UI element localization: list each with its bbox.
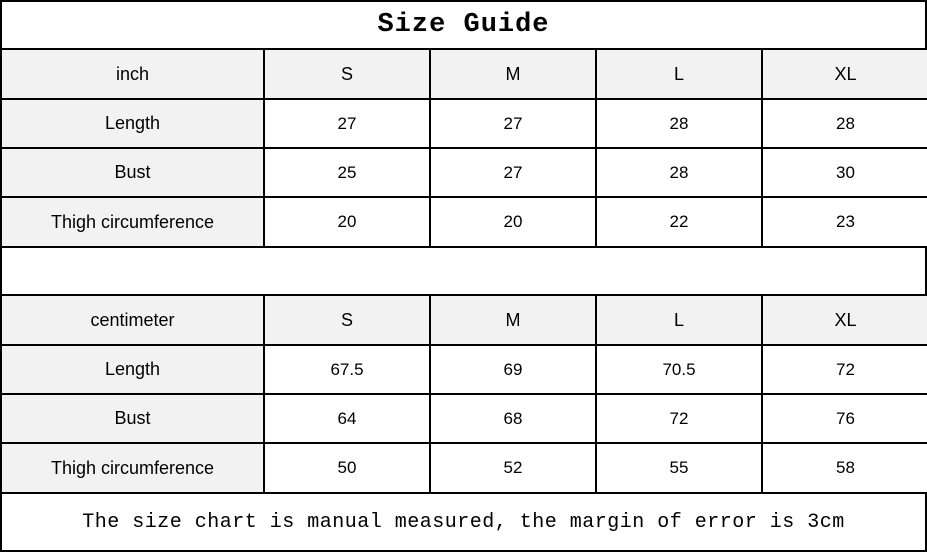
row-label-bust: Bust (2, 393, 265, 444)
row-label-thigh: Thigh circumference (2, 442, 265, 492)
size-cell: 25 (263, 147, 431, 198)
size-cell: 28 (761, 98, 927, 149)
table-row: Bust 64 68 72 76 (2, 393, 927, 444)
size-cell: 76 (761, 393, 927, 444)
column-header-l: L (595, 50, 763, 100)
table-row: Length 67.5 69 70.5 72 (2, 344, 927, 395)
size-cell: 70.5 (595, 344, 763, 395)
size-cell: 27 (263, 98, 431, 149)
column-header-xl: XL (761, 296, 927, 346)
column-header-xl: XL (761, 50, 927, 100)
size-cell: 55 (595, 442, 763, 492)
size-cell: 64 (263, 393, 431, 444)
footer-note: The size chart is manual measured, the m… (2, 492, 925, 550)
table-row: Length 27 27 28 28 (2, 98, 927, 149)
table-row: Thigh circumference 20 20 22 23 (2, 196, 927, 246)
centimeter-table: centimeter S M L XL Length 67.5 69 70.5 … (2, 296, 927, 492)
inch-table: inch S M L XL Length 27 27 28 28 Bust 25… (2, 50, 927, 246)
inch-header-row: inch S M L XL (2, 50, 927, 100)
size-cell: 72 (595, 393, 763, 444)
column-header-s: S (263, 50, 431, 100)
table-row: Bust 25 27 28 30 (2, 147, 927, 198)
size-cell: 67.5 (263, 344, 431, 395)
size-cell: 27 (429, 147, 597, 198)
size-cell: 52 (429, 442, 597, 492)
size-cell: 28 (595, 147, 763, 198)
table-separator (2, 246, 925, 296)
row-label-length: Length (2, 344, 265, 395)
column-header-m: M (429, 50, 597, 100)
table-row: Thigh circumference 50 52 55 58 (2, 442, 927, 492)
size-cell: 30 (761, 147, 927, 198)
column-header-s: S (263, 296, 431, 346)
size-cell: 68 (429, 393, 597, 444)
size-cell: 20 (429, 196, 597, 246)
unit-label-inch: inch (2, 50, 265, 100)
row-label-length: Length (2, 98, 265, 149)
centimeter-header-row: centimeter S M L XL (2, 296, 927, 346)
page-title: Size Guide (2, 2, 925, 50)
row-label-bust: Bust (2, 147, 265, 198)
size-cell: 28 (595, 98, 763, 149)
unit-label-centimeter: centimeter (2, 296, 265, 346)
column-header-m: M (429, 296, 597, 346)
size-cell: 69 (429, 344, 597, 395)
size-cell: 58 (761, 442, 927, 492)
size-cell: 20 (263, 196, 431, 246)
size-cell: 27 (429, 98, 597, 149)
row-label-thigh: Thigh circumference (2, 196, 265, 246)
size-cell: 22 (595, 196, 763, 246)
size-cell: 50 (263, 442, 431, 492)
size-cell: 23 (761, 196, 927, 246)
column-header-l: L (595, 296, 763, 346)
size-cell: 72 (761, 344, 927, 395)
